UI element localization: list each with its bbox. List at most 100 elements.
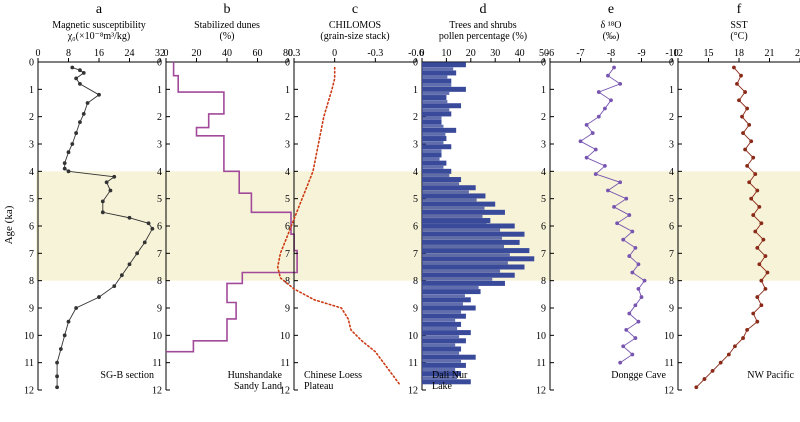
pollen-bar — [422, 182, 460, 186]
data-point — [763, 254, 768, 258]
panel-title-line: (%) — [220, 31, 235, 42]
x-tick-label: 20 — [466, 48, 476, 59]
y-tick-label: 0 — [285, 58, 290, 69]
data-point — [757, 204, 762, 209]
data-point — [612, 204, 616, 209]
x-tick-label: 40 — [515, 48, 525, 59]
data-point — [747, 180, 752, 185]
data-point — [636, 286, 641, 291]
pollen-bar — [422, 152, 442, 158]
pollen-bar — [422, 351, 460, 355]
pollen-bar — [422, 116, 442, 120]
y-tick-label: 5 — [413, 194, 418, 205]
data-point — [749, 196, 754, 201]
y-tick-label: 3 — [285, 140, 290, 151]
data-point — [621, 344, 626, 349]
pollen-bar — [422, 209, 505, 215]
y-tick-label: 2 — [29, 112, 34, 123]
data-point — [603, 163, 607, 168]
y-tick-label: 0 — [541, 58, 546, 69]
y-tick-label: 5 — [285, 194, 290, 205]
pollen-bar — [422, 165, 444, 169]
data-point — [745, 106, 750, 111]
data-point — [753, 229, 758, 234]
data-point — [743, 90, 747, 94]
data-point — [627, 311, 632, 316]
y-tick-label: 12 — [664, 386, 674, 397]
pollen-bar — [422, 67, 454, 71]
pollen-bar — [422, 294, 465, 298]
pollen-bar — [422, 83, 452, 87]
x-tick-label: 0 — [164, 48, 169, 59]
data-point — [743, 147, 747, 152]
y-tick-label: 3 — [669, 140, 674, 151]
data-point — [739, 73, 743, 78]
data-point — [751, 155, 756, 160]
y-tick-label: 12 — [24, 386, 34, 397]
data-point — [753, 172, 758, 176]
data-point — [633, 303, 638, 308]
pollen-bar — [422, 149, 442, 153]
data-point — [624, 327, 629, 332]
pollen-bar — [422, 108, 450, 112]
pollen-bar — [422, 248, 530, 254]
data-point — [630, 270, 635, 275]
pollen-bar — [422, 198, 477, 202]
y-tick-label: 7 — [29, 249, 34, 260]
data-point — [97, 295, 101, 299]
panel-letter: c — [352, 2, 358, 17]
pollen-bar — [422, 338, 466, 344]
pollen-bar — [422, 289, 481, 295]
pollen-bar — [422, 75, 448, 79]
pollen-bar — [422, 335, 460, 339]
y-tick-label: 9 — [29, 304, 34, 315]
y-tick-label: 10 — [24, 331, 34, 342]
panel-letter: e — [608, 2, 614, 17]
pollen-bar — [422, 218, 491, 224]
panel-title-line: Stabilized dunes — [194, 20, 260, 31]
data-point — [745, 327, 750, 332]
data-point — [759, 303, 764, 308]
pollen-bar — [422, 127, 457, 133]
data-point — [66, 169, 71, 174]
y-tick-label: 1 — [413, 85, 418, 96]
x-tick-label: 24 — [125, 48, 135, 59]
y-tick-label: 4 — [157, 167, 162, 178]
data-point — [85, 101, 90, 105]
pollen-bar — [422, 228, 501, 232]
data-point — [127, 215, 132, 220]
data-point — [104, 180, 109, 185]
data-point — [621, 237, 626, 242]
pollen-bar — [422, 62, 466, 68]
x-tick-label: -7 — [576, 48, 584, 59]
x-tick-label: -8 — [607, 48, 615, 59]
panel-annotation: Plateau — [304, 381, 333, 392]
y-tick-label: 2 — [285, 112, 290, 123]
x-tick-label: 0.3 — [288, 48, 301, 59]
pollen-bar — [422, 111, 452, 117]
data-point — [732, 65, 736, 70]
y-tick-label: 6 — [285, 222, 290, 233]
pollen-bar — [422, 190, 469, 194]
y-tick-label: 3 — [29, 140, 34, 151]
x-tick-label: 80 — [283, 48, 293, 59]
y-tick-label: 0 — [157, 58, 162, 69]
data-point — [74, 306, 79, 310]
data-point — [755, 319, 760, 324]
y-tick-label: 8 — [285, 276, 290, 287]
panel-title-line: (°C) — [730, 31, 747, 42]
y-tick-label: 5 — [157, 194, 162, 205]
data-point — [757, 262, 762, 267]
data-point — [733, 344, 737, 349]
y-tick-label: 4 — [285, 167, 290, 178]
pollen-bar — [422, 310, 462, 314]
y-tick-label: 7 — [413, 249, 418, 260]
data-point — [615, 221, 619, 226]
y-tick-label: 12 — [408, 386, 418, 397]
panel-annotation: Chinese Loess — [304, 370, 362, 381]
y-tick-label: 8 — [157, 276, 162, 287]
x-tick-label: 32 — [155, 48, 165, 59]
